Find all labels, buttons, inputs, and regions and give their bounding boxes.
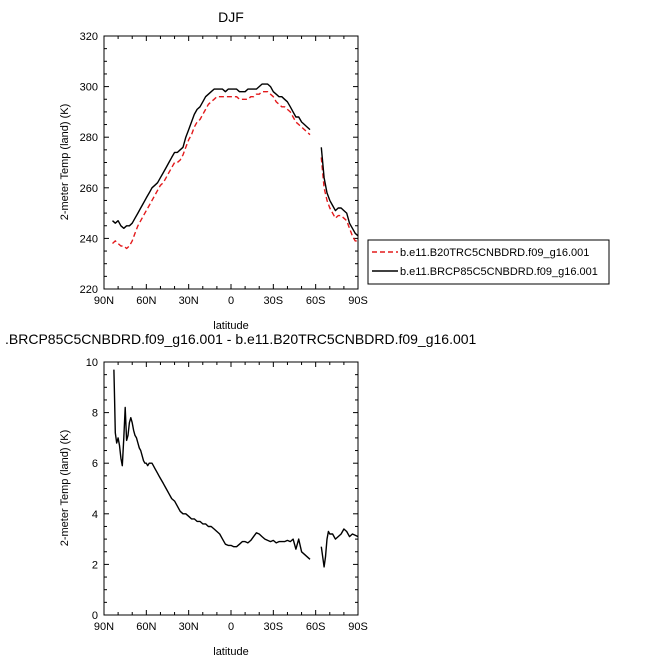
top-chart-lines xyxy=(112,83,359,250)
top-chart-y-tick-label: 300 xyxy=(80,82,98,94)
bottom-chart-ticks: 90N 60N 30N 0 30S 60S 90S 0 2 4 6 8 10 xyxy=(86,357,368,633)
top-chart-y-tick-label: 280 xyxy=(80,132,98,144)
top-chart-series-1-segment-0 xyxy=(112,83,311,230)
bottom-chart: .BRCP85C5CNBDRD.f09_g16.001 - b.e11.B20T… xyxy=(5,331,477,658)
bottom-chart-x-tick-label: 30N xyxy=(179,621,199,633)
top-chart-y-tick-label: 220 xyxy=(80,284,98,296)
top-chart-y-tick-label: 240 xyxy=(80,233,98,245)
top-chart-x-tick-label: 60N xyxy=(136,295,156,307)
bottom-chart-y-tick-label: 6 xyxy=(92,458,98,470)
bottom-chart-x-tick-label: 60N xyxy=(136,621,156,633)
legend: b.e11.B20TRC5CNBDRD.f09_g16.001 b.e11.BR… xyxy=(367,239,610,285)
bottom-chart-y-tick-label: 2 xyxy=(92,559,98,571)
legend-label-rcp85: b.e11.BRCP85C5CNBDRD.f09_g16.001 xyxy=(400,266,598,278)
top-chart-series-0-segment-0 xyxy=(112,90,311,250)
top-chart-x-tick-label: 60S xyxy=(306,295,326,307)
top-chart-ticks: 90N 60N 30N 0 30S 60S 90S 220 240 260 280 300 320 xyxy=(80,31,368,307)
bottom-chart-y-axis-title: 2-meter Temp (land) (K) xyxy=(59,430,71,547)
bottom-chart-lines xyxy=(113,369,359,568)
top-chart-plot-frame xyxy=(103,35,359,290)
top-chart-x-axis-title: latitude xyxy=(213,320,248,332)
bottom-chart-y-tick-label: 0 xyxy=(92,610,98,622)
top-chart-x-tick-label: 90S xyxy=(348,295,368,307)
bottom-chart-title: .BRCP85C5CNBDRD.f09_g16.001 - b.e11.B20T… xyxy=(5,331,477,347)
bottom-chart-y-tick-label: 4 xyxy=(92,509,98,521)
top-chart-y-tick-label: 260 xyxy=(80,183,98,195)
bottom-chart-x-axis-title: latitude xyxy=(213,646,248,658)
top-chart-title: DJF xyxy=(218,9,244,25)
legend-box xyxy=(367,239,610,285)
bottom-chart-x-tick-label: 90N xyxy=(94,621,114,633)
top-chart-x-tick-label: 90N xyxy=(94,295,114,307)
bottom-chart-y-tick-label: 8 xyxy=(92,408,98,420)
top-chart-y-axis-title: 2-meter Temp (land) (K) xyxy=(59,104,71,221)
top-chart-x-tick-label: 0 xyxy=(228,295,234,307)
bottom-chart-x-tick-label: 30S xyxy=(264,621,284,633)
top-chart-series-1-segment-1 xyxy=(320,147,359,237)
bottom-chart-series-0-segment-0 xyxy=(113,369,311,560)
bottom-chart-series-0-segment-1 xyxy=(320,528,359,568)
bottom-chart-x-tick-label: 0 xyxy=(228,621,234,633)
top-chart: DJF 2-meter Temp (land) (K) latitude 90N… xyxy=(59,9,368,332)
legend-label-historical: b.e11.B20TRC5CNBDRD.f09_g16.001 xyxy=(400,247,589,259)
top-chart-x-tick-label: 30N xyxy=(179,295,199,307)
top-chart-x-tick-label: 30S xyxy=(264,295,284,307)
top-chart-y-tick-label: 320 xyxy=(80,31,98,43)
bottom-chart-y-tick-label: 10 xyxy=(86,357,98,369)
top-chart-series-0-segment-1 xyxy=(320,157,358,242)
bottom-chart-x-tick-label: 60S xyxy=(306,621,326,633)
bottom-chart-plot-frame xyxy=(103,361,359,616)
bottom-chart-x-tick-label: 90S xyxy=(348,621,368,633)
